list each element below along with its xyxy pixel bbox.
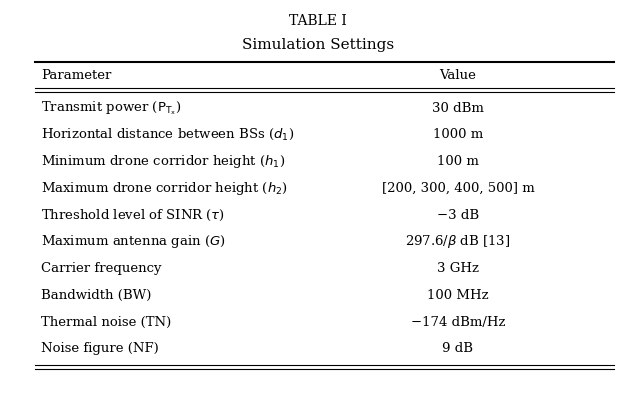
Text: Value: Value xyxy=(439,69,476,82)
Text: 9 dB: 9 dB xyxy=(443,342,473,355)
Text: Parameter: Parameter xyxy=(41,69,112,82)
Text: Maximum antenna gain ($G$): Maximum antenna gain ($G$) xyxy=(41,233,226,250)
Text: 30 dBm: 30 dBm xyxy=(432,101,484,115)
Text: 3 GHz: 3 GHz xyxy=(437,262,479,275)
Text: 297.6/$\beta$ dB [13]: 297.6/$\beta$ dB [13] xyxy=(405,233,511,250)
Text: −3 dB: −3 dB xyxy=(437,209,479,222)
Text: Thermal noise (TN): Thermal noise (TN) xyxy=(41,316,172,329)
Text: Carrier frequency: Carrier frequency xyxy=(41,262,162,275)
Text: 1000 m: 1000 m xyxy=(432,128,483,141)
Text: −174 dBm/Hz: −174 dBm/Hz xyxy=(411,316,505,329)
Text: [200, 300, 400, 500] m: [200, 300, 400, 500] m xyxy=(382,182,534,195)
Text: Horizontal distance between BSs ($d_1$): Horizontal distance between BSs ($d_1$) xyxy=(41,127,294,142)
Text: Noise figure (NF): Noise figure (NF) xyxy=(41,342,159,355)
Text: Bandwidth (BW): Bandwidth (BW) xyxy=(41,289,152,302)
Text: Transmit power ($\mathsf{P}_{\mathsf{T_x}}$): Transmit power ($\mathsf{P}_{\mathsf{T_x… xyxy=(41,100,182,117)
Text: Minimum drone corridor height ($h_1$): Minimum drone corridor height ($h_1$) xyxy=(41,153,286,170)
Text: Threshold level of SINR ($\tau$): Threshold level of SINR ($\tau$) xyxy=(41,207,225,222)
Text: 100 m: 100 m xyxy=(437,155,479,168)
Text: TABLE I: TABLE I xyxy=(289,14,347,28)
Text: Maximum drone corridor height ($h_2$): Maximum drone corridor height ($h_2$) xyxy=(41,180,288,197)
Text: 100 MHz: 100 MHz xyxy=(427,289,488,302)
Text: Simulation Settings: Simulation Settings xyxy=(242,38,394,52)
